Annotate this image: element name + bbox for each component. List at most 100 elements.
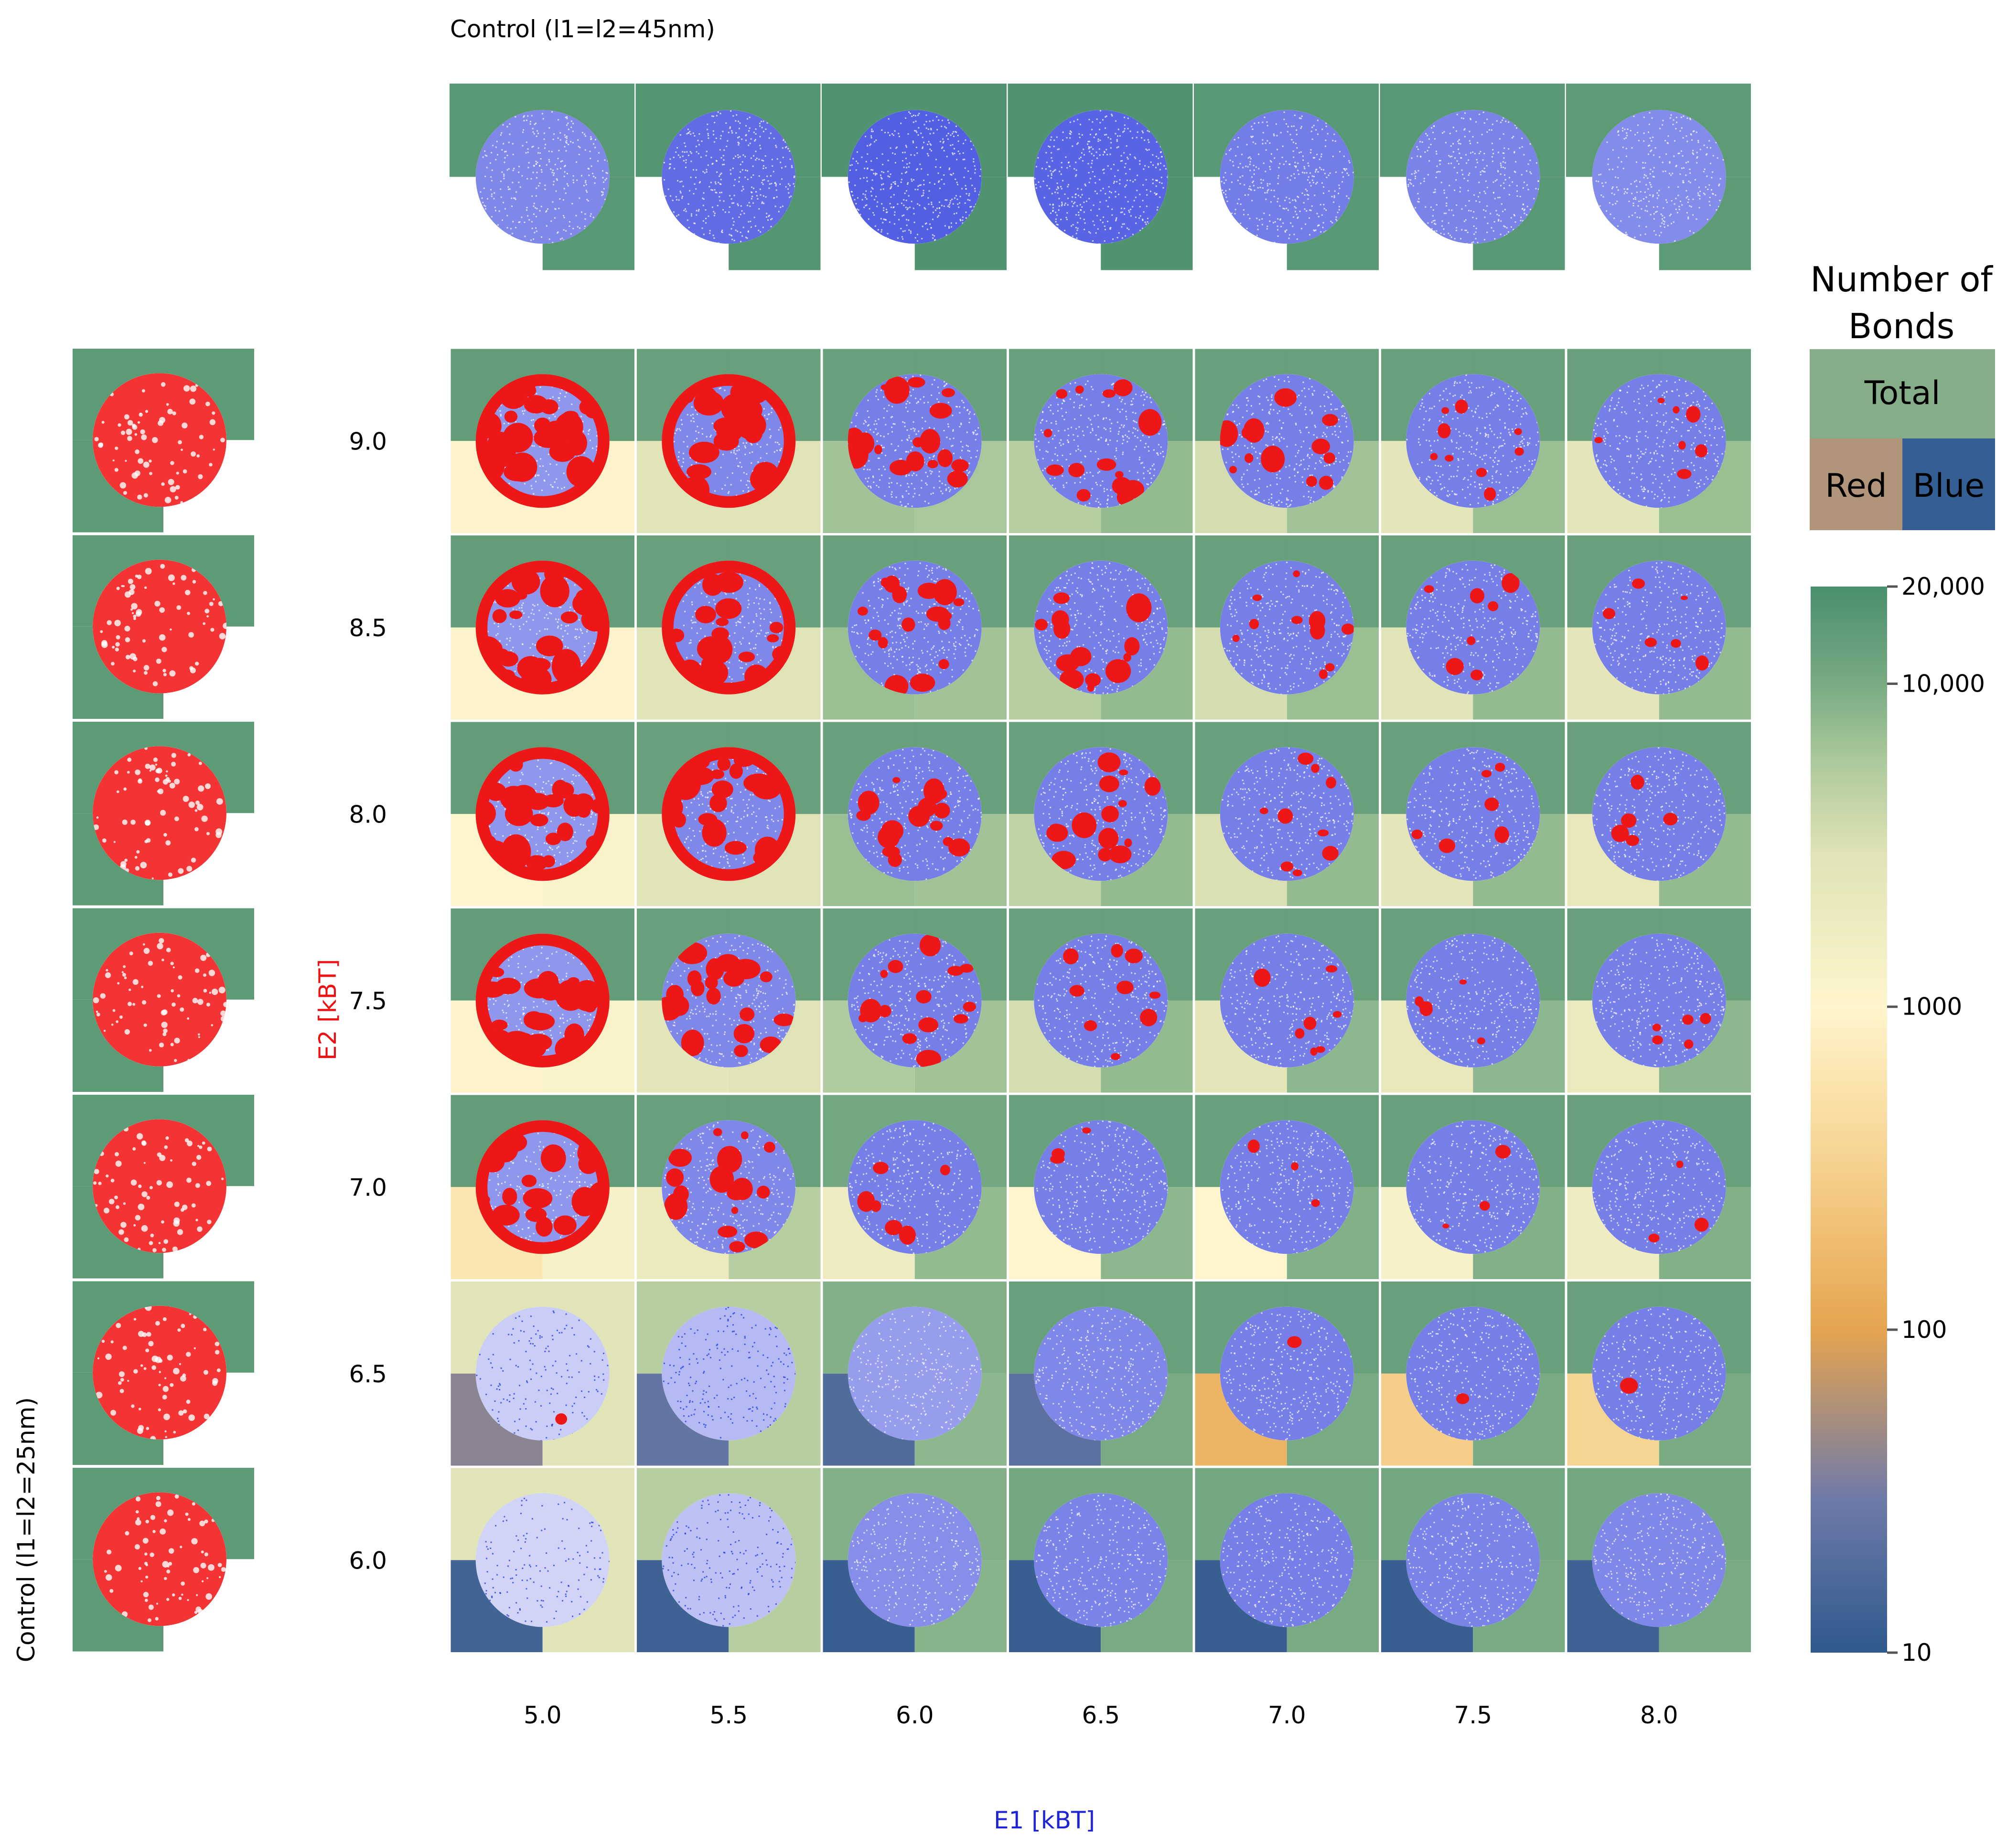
cell-E1-6.0-E2-7.0 xyxy=(820,1092,1009,1282)
cell-E1-5.5-E2-8.0 xyxy=(634,719,823,908)
cell-E1-8.0-E2-7.0 xyxy=(1565,1092,1753,1282)
g6-0-disk xyxy=(475,1493,610,1627)
g3-4-particles xyxy=(1220,933,1354,1068)
cell-E1-5.5-E2-9.0 xyxy=(634,346,823,535)
g4-4-particles xyxy=(1220,1120,1354,1254)
g4-2-particles xyxy=(848,1120,982,1254)
cell-E1-7.0-E2-7.5 xyxy=(1192,906,1381,1095)
cell-E1-5.5-E2-6.5 xyxy=(634,1279,823,1468)
g1-3-particles xyxy=(1034,560,1168,694)
top-control-cell-5.5 xyxy=(635,84,823,270)
cell-E1-7.5-E2-6.0 xyxy=(1379,1465,1567,1655)
g1-0-particles xyxy=(475,560,610,694)
top-control-row xyxy=(450,84,1753,270)
g6-1-disk xyxy=(662,1493,796,1627)
top6-particles xyxy=(1592,110,1726,244)
g3-3-particles xyxy=(1034,933,1168,1068)
g5-5-particles xyxy=(1406,1306,1540,1441)
cell-border xyxy=(1565,1465,1753,1655)
legend-total-swatch xyxy=(1810,349,1995,438)
y-tick-label: 7.0 xyxy=(349,1174,387,1201)
y-tick-labels: 9.0 8.5 8.0 7.5 7.0 6.5 6.0 xyxy=(349,427,387,1574)
cell-E1-7.5-E2-9.0 xyxy=(1379,346,1567,535)
g1-1-particles xyxy=(662,560,796,694)
top-control-cell-7.0 xyxy=(1194,84,1381,270)
g4-6-particles xyxy=(1592,1120,1726,1254)
g4-0-particles xyxy=(475,1120,610,1254)
g5-2-particles xyxy=(848,1306,982,1441)
top5-particles xyxy=(1406,110,1540,244)
g6-5-particles xyxy=(1406,1493,1540,1627)
cell-E1-7.0-E2-6.0 xyxy=(1192,1465,1381,1655)
cell-E1-7.5-E2-8.0 xyxy=(1379,719,1567,908)
left-control-cell-7.0 xyxy=(73,1095,254,1279)
top-control-cell-7.5 xyxy=(1380,84,1567,270)
legend-blue-label: Blue xyxy=(1913,467,1985,505)
g2-1-particles xyxy=(662,747,796,881)
cell-E1-5.0-E2-9.0 xyxy=(448,346,637,535)
cell-E1-5.0-E2-8.5 xyxy=(448,533,637,722)
x-tick-label: 8.0 xyxy=(1640,1701,1678,1729)
top-control-title-text: Control (l1=l2=45nm) xyxy=(450,15,715,43)
x-tick-labels: 5.0 5.5 6.0 6.5 7.0 7.5 8.0 xyxy=(524,1701,1678,1729)
top3-particles xyxy=(1034,110,1168,244)
cell-E1-7.5-E2-8.5 xyxy=(1379,533,1567,722)
cell-E1-6.0-E2-6.0 xyxy=(820,1465,1009,1655)
left-control-title: Control (l1=l2=25nm) xyxy=(12,1397,40,1662)
legend-title-line1: Number of xyxy=(1810,259,1993,299)
top-control-cell-6.5 xyxy=(1008,84,1195,270)
g0-5-particles xyxy=(1406,374,1540,508)
cell-E1-6.5-E2-9.0 xyxy=(1007,346,1195,535)
left0-particles xyxy=(93,373,226,507)
left1-particles xyxy=(93,559,226,694)
colorbar-tick-label: 1000 xyxy=(1901,993,1962,1021)
y-tick-label: 9.0 xyxy=(349,427,387,455)
left-control-cell-6.0 xyxy=(73,1468,254,1652)
y-tick-label: 8.5 xyxy=(349,614,387,642)
cell-E1-5.0-E2-7.0 xyxy=(448,1092,637,1282)
cell-E1-7.0-E2-8.5 xyxy=(1192,533,1381,722)
left-control-column xyxy=(73,349,254,1652)
cell-E1-7.0-E2-8.0 xyxy=(1192,719,1381,908)
cell-E1-6.5-E2-7.5 xyxy=(1007,906,1195,1095)
g5-1-disk xyxy=(662,1306,796,1441)
g4-3-particles xyxy=(1034,1120,1168,1254)
cell-E1-7.5-E2-7.5 xyxy=(1379,906,1567,1095)
cell-E1-8.0-E2-7.5 xyxy=(1565,906,1753,1095)
left-control-cell-8.0 xyxy=(73,722,254,906)
cell-E1-7.0-E2-7.0 xyxy=(1192,1092,1381,1282)
legend-red-swatch xyxy=(1810,438,1902,530)
g0-1-particles xyxy=(662,374,796,508)
cell-E1-6.0-E2-8.0 xyxy=(820,719,1009,908)
legend: Number of Bonds Total Red Blue xyxy=(1810,259,1995,530)
g1-5-particles xyxy=(1406,560,1540,694)
g3-5-particles xyxy=(1406,933,1540,1068)
cell-E1-5.0-E2-6.5 xyxy=(448,1279,637,1468)
top-control-cell-8.0 xyxy=(1566,84,1753,270)
y-tick-label: 6.0 xyxy=(349,1547,387,1574)
cell-E1-5.5-E2-8.5 xyxy=(634,533,823,722)
g3-0-particles xyxy=(475,933,610,1068)
cell-E1-5.0-E2-6.0 xyxy=(448,1465,637,1655)
colorbar-tick-label: 10,000 xyxy=(1901,670,1985,698)
g5-1-particles xyxy=(662,1306,796,1441)
g6-4-particles xyxy=(1220,1493,1354,1627)
g1-4-particles xyxy=(1220,560,1354,694)
g4-5-particles xyxy=(1406,1120,1540,1254)
cell-E1-8.0-E2-6.0 xyxy=(1565,1465,1753,1655)
g2-5-particles xyxy=(1406,747,1540,881)
g5-3-particles xyxy=(1034,1306,1168,1441)
cell-E1-6.5-E2-7.0 xyxy=(1007,1092,1195,1282)
cell-E1-5.0-E2-7.5 xyxy=(448,906,637,1095)
cell-E1-8.0-E2-9.0 xyxy=(1565,346,1753,535)
x-tick-label: 6.0 xyxy=(896,1701,934,1729)
colorbar-ticks: 20,000 10,000 1000 100 10 xyxy=(1887,573,1985,1666)
g2-6-particles xyxy=(1592,747,1726,881)
g0-0-particles xyxy=(475,374,610,508)
left2-particles xyxy=(93,746,226,880)
colorbar-bar xyxy=(1811,587,1887,1653)
g0-3-particles xyxy=(1034,374,1168,508)
cell-E1-8.0-E2-8.5 xyxy=(1565,533,1753,722)
x-axis-label-text: E1 [kBT] xyxy=(994,1806,1095,1834)
cell-E1-6.5-E2-8.0 xyxy=(1007,719,1195,908)
